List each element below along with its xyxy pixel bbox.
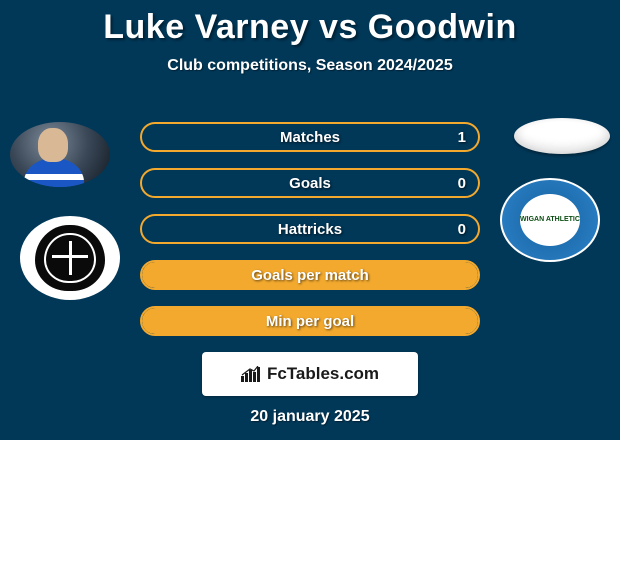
brand-link[interactable]: FcTables.com (202, 352, 418, 396)
club-left-shield-inner (44, 233, 96, 283)
player-head (38, 128, 68, 162)
stat-label: Min per goal (142, 308, 478, 334)
player-jersey (24, 158, 84, 187)
brand-text: FcTables.com (267, 364, 379, 384)
bar-chart-icon (241, 366, 261, 382)
stat-label: Matches (142, 124, 478, 150)
stat-row: Goals 0 (140, 168, 480, 198)
stat-right-value: 0 (458, 170, 466, 196)
stat-right-value: 1 (458, 124, 466, 150)
club-right-badge: WIGAN ATHLETIC (500, 178, 600, 262)
stat-row: Hattricks 0 (140, 214, 480, 244)
stat-label: Goals per match (142, 262, 478, 288)
stat-right-value: 0 (458, 216, 466, 242)
subtitle: Club competitions, Season 2024/2025 (0, 57, 620, 75)
stat-row: Goals per match (140, 260, 480, 290)
club-right-ring: WIGAN ATHLETIC (520, 194, 580, 246)
comparison-card: Luke Varney vs Goodwin Club competitions… (0, 0, 620, 440)
stat-row: Min per goal (140, 306, 480, 336)
stat-row: Matches 1 (140, 122, 480, 152)
stats-container: Matches 1 Goals 0 Hattricks 0 Goals per … (140, 122, 480, 352)
stat-label: Goals (142, 170, 478, 196)
player-left-avatar (10, 122, 110, 187)
player-right-avatar (514, 118, 610, 154)
page-title: Luke Varney vs Goodwin (0, 0, 620, 47)
date-text: 20 january 2025 (0, 408, 620, 426)
club-left-shield (35, 225, 105, 291)
stat-label: Hattricks (142, 216, 478, 242)
club-left-badge (20, 216, 120, 300)
